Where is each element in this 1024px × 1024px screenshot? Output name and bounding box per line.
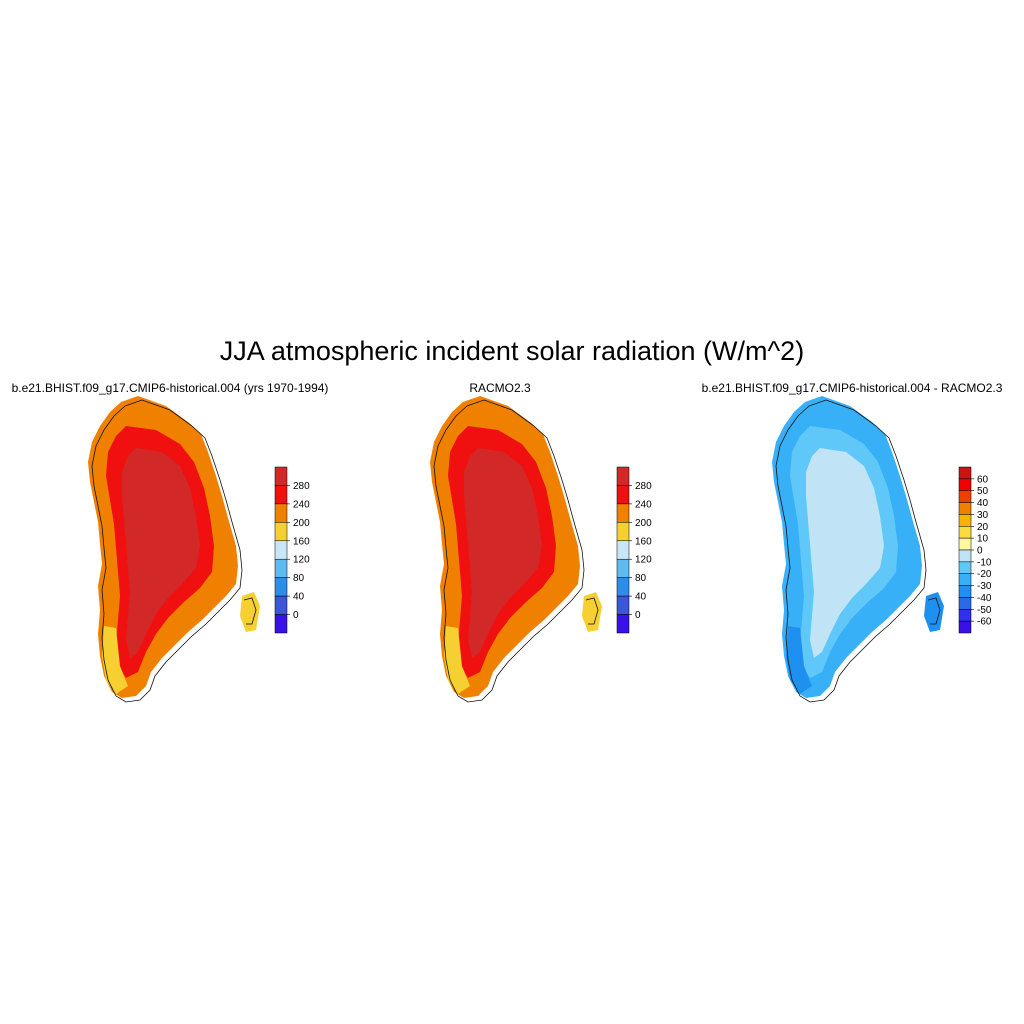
figure-title: JJA atmospheric incident solar radiation… — [219, 336, 805, 366]
colorbar-swatch — [958, 585, 972, 598]
coastline — [775, 399, 927, 703]
east-island — [582, 592, 602, 632]
colorbar-swatch — [958, 620, 972, 634]
colorbar-tick-label: 10 — [977, 534, 989, 545]
colorbar-swatch — [958, 597, 972, 610]
south-coast-band — [786, 626, 812, 694]
colorbar-swatch — [958, 490, 972, 503]
ice-sheet-interior — [122, 448, 200, 658]
colorbar-tick-label: 280 — [293, 481, 310, 492]
east-island — [240, 592, 260, 632]
colorbar-tick-label: 120 — [293, 555, 310, 566]
south-coast-band — [102, 626, 128, 694]
colorbar-swatch — [958, 537, 972, 551]
colorbar-tick-label: -30 — [977, 581, 992, 592]
colorbar-tick-label: 20 — [977, 522, 989, 533]
colorbar-tick-label: -10 — [977, 557, 992, 568]
colorbar-tick-label: 30 — [977, 510, 989, 521]
colorbar-tick-label: 0 — [293, 610, 299, 621]
colorbar-tick-label: 240 — [293, 499, 310, 510]
east-island-coastline — [927, 597, 941, 625]
colorbar-tick-label: 50 — [977, 486, 989, 497]
panel-title-model: b.e21.BHIST.f09_g17.CMIP6-historical.004… — [11, 381, 329, 395]
east-island-coastline — [243, 597, 257, 625]
colorbar-tick-label: 120 — [635, 555, 652, 566]
colorbar-tick-label: 240 — [635, 499, 652, 510]
colorbar-swatch — [958, 561, 972, 574]
colorbar-swatch — [958, 573, 972, 586]
colorbar-tick-label: 160 — [293, 536, 310, 547]
colorbar-tick-label: 80 — [293, 573, 305, 584]
panel-title-racmo: RACMO2.3 — [469, 381, 531, 395]
colorbar-tick-label: 80 — [635, 573, 647, 584]
colorbar-tick-label: -20 — [977, 569, 992, 580]
panel-title-difference: b.e21.BHIST.f09_g17.CMIP6-historical.004… — [701, 381, 1003, 395]
colorbar-tick-label: 0 — [977, 546, 983, 557]
colorbar-swatch — [958, 466, 972, 480]
colorbar-tick-label: 160 — [635, 536, 652, 547]
colorbar-tick-label: 60 — [977, 474, 989, 485]
colorbar-swatch — [616, 614, 630, 634]
colorbar-tick-label: -60 — [977, 617, 992, 628]
colorbar-swatch — [958, 526, 972, 539]
colorbar-tick-label: 200 — [293, 518, 310, 529]
ice-sheet-interior — [806, 448, 884, 658]
colorbar-tick-label: 40 — [635, 592, 647, 603]
south-coast-band — [444, 626, 470, 694]
ice-sheet-interior — [464, 448, 542, 658]
colorbar-tick-label: 40 — [977, 498, 989, 509]
colorbar-swatch — [958, 549, 972, 563]
colorbar-tick-label: 200 — [635, 518, 652, 529]
colorbar-swatch — [274, 614, 288, 634]
east-island — [924, 592, 944, 632]
coastline — [91, 399, 243, 703]
colorbar-swatch — [958, 502, 972, 515]
colorbar-swatch — [958, 609, 972, 622]
colorbar-swatch — [958, 514, 972, 527]
east-island-coastline — [585, 597, 599, 625]
colorbar-swatch — [958, 478, 972, 491]
colorbar-tick-label: 40 — [293, 592, 305, 603]
colorbar-tick-label: -40 — [977, 593, 992, 604]
colorbar-tick-label: 280 — [635, 481, 652, 492]
colorbar-tick-label: 0 — [635, 610, 641, 621]
coastline — [433, 399, 585, 703]
colorbar-tick-label: -50 — [977, 605, 992, 616]
